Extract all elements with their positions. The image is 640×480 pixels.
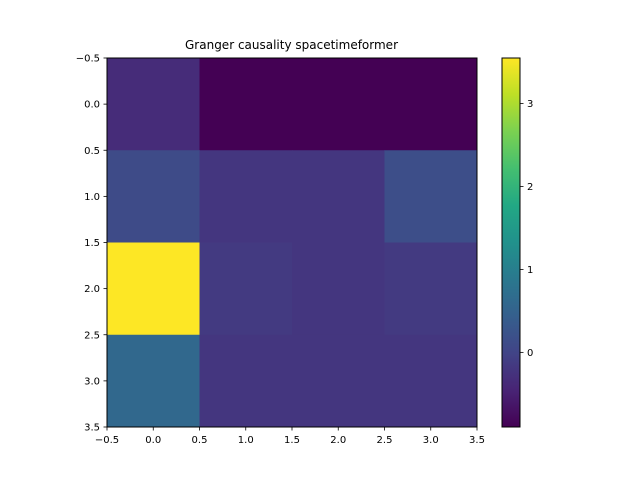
heatmap-cell-r2-c3 [384,242,478,336]
colorbar [501,57,521,428]
heatmap-cell-r0-c2 [292,58,385,151]
x-tick-label: 2.0 [330,435,346,446]
heatmap-cell-r0-c1 [199,58,293,151]
x-tick-label: 3.5 [469,435,485,446]
chart-title: Granger causality spacetimeformer [185,38,398,52]
y-tick-label: 0.0 [84,100,100,111]
x-tick-label: −0.5 [95,435,119,446]
heatmap-cell-r1-c3 [384,150,478,243]
heatmap-cell-r0-c3 [384,58,478,151]
heatmap-cells [107,58,478,428]
colorbar-tick-label: 1 [527,265,533,276]
x-axis: −0.5 0.0 0.5 1.0 1.5 2.0 2.5 3.0 3.5 [95,427,485,446]
y-tick-label: 0.5 [84,146,100,157]
heatmap-cell-r1-c0 [107,150,200,243]
x-tick-label: 1.0 [238,435,254,446]
heatmap-cell-r2-c0 [107,242,200,336]
heatmap-cell-r1-c1 [199,150,293,243]
y-tick-label: 1.0 [84,192,100,203]
y-axis: −0.5 0.0 0.5 1.0 1.5 2.0 2.5 3.0 3.5 [76,54,107,434]
heatmap-cell-r2-c1 [199,242,293,336]
heatmap-cell-r3-c3 [384,334,478,428]
x-tick-label: 1.5 [284,435,300,446]
heatmap-cell-r3-c0 [107,334,200,428]
heatmap-cell-r2-c2 [292,242,385,336]
colorbar-tick-label: 3 [527,99,533,110]
y-tick-label: 1.5 [84,238,100,249]
y-tick-label: 2.5 [84,330,100,341]
colorbar-axis: 0 1 2 3 [520,99,533,359]
x-tick-label: 0.5 [192,435,208,446]
y-tick-label: 3.5 [84,423,100,434]
heatmap-cell-r0-c0 [107,58,200,151]
heatmap-cell-r3-c1 [199,334,293,428]
colorbar-tick-label: 0 [527,348,533,359]
heatmap-cell-r3-c2 [292,334,385,428]
y-tick-label: −0.5 [76,54,100,65]
x-tick-label: 0.0 [145,435,161,446]
y-tick-label: 2.0 [84,284,100,295]
x-tick-label: 2.5 [377,435,393,446]
x-tick-label: 3.0 [423,435,439,446]
y-tick-label: 3.0 [84,376,100,387]
colorbar-tick-label: 2 [527,182,533,193]
heatmap-cell-r1-c2 [292,150,385,243]
